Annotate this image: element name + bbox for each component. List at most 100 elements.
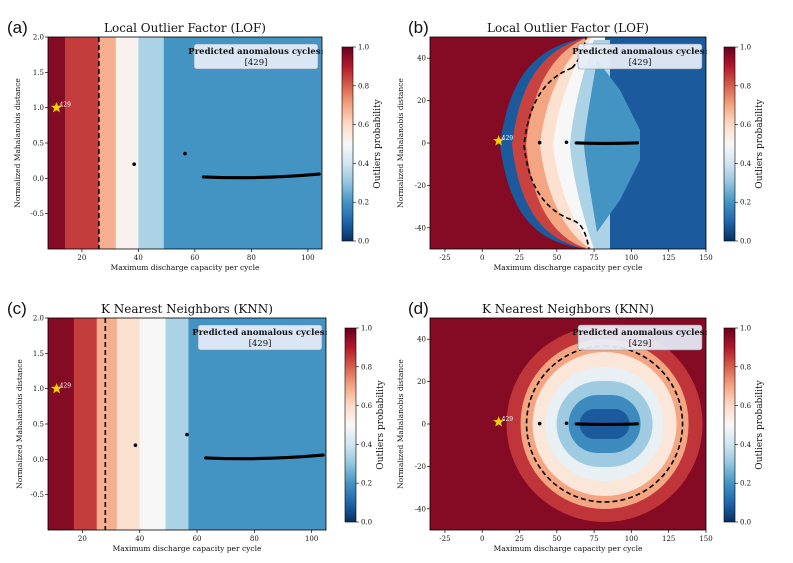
- chart-title: Local Outlier Factor (LOF): [487, 21, 649, 35]
- y-tick-label: -40: [415, 505, 426, 513]
- x-tick-label: 0: [480, 254, 484, 262]
- x-tick-label: 60: [190, 254, 199, 262]
- colorbar-tick-label: 0.0: [740, 238, 751, 246]
- probability-band: [138, 37, 165, 249]
- x-tick-label: 40: [135, 535, 144, 543]
- y-tick-label: 1.0: [33, 104, 44, 112]
- anomaly-star-marker: [492, 415, 505, 427]
- anomaly-point-label: 429: [60, 383, 72, 390]
- chart-title: K Nearest Neighbors (KNN): [482, 302, 654, 316]
- panel-2: 429 -25 0 25 50 75 100 125 150 40 20 0 -20 -40 (b) Loca…: [396, 18, 765, 272]
- probability-band: [165, 318, 189, 530]
- anomaly-point-label: 429: [502, 416, 514, 423]
- probability-band: [73, 318, 98, 530]
- probability-region: [584, 60, 640, 232]
- colorbar-tick-label: 0.6: [358, 121, 370, 129]
- plot-area: [48, 37, 322, 249]
- y-tick-label: 2.0: [33, 34, 44, 42]
- x-tick-label: 100: [625, 535, 638, 543]
- anomaly-point-label: 429: [502, 135, 514, 142]
- x-axis-label: Maximum discharge capacity per cycle: [494, 544, 643, 553]
- colorbar-tick-label: 0.4: [361, 441, 373, 449]
- panel-label: (a): [7, 18, 28, 37]
- x-tick-label: 20: [77, 254, 86, 262]
- data-point: [537, 421, 542, 426]
- x-tick-label: 0: [480, 535, 484, 543]
- annotation-box: [197, 324, 323, 351]
- probability-band: [98, 37, 117, 249]
- annotation-box: [577, 43, 703, 70]
- colorbar-tick-label: 0.0: [740, 519, 751, 527]
- anomaly-point-label: 429: [59, 102, 71, 109]
- colorbar-tick-label: 1.0: [740, 44, 751, 52]
- annotation-title: Predicted anomalous cycles:: [572, 328, 707, 338]
- colorbar-label: Outliers probability: [755, 98, 765, 188]
- y-tick-label: 40: [417, 55, 426, 63]
- probability-band: [64, 37, 100, 249]
- colorbar-label: Outliers probability: [755, 379, 765, 469]
- chart-title: Local Outlier Factor (LOF): [104, 21, 266, 35]
- annotation-value: [429]: [629, 339, 652, 349]
- x-tick-label: 25: [515, 254, 524, 262]
- y-tick-label: 1.0: [33, 385, 44, 393]
- colorbar-tick-label: 0.4: [358, 160, 370, 168]
- y-tick-label: -20: [415, 182, 426, 190]
- y-tick-label: 1.5: [33, 69, 44, 77]
- colorbar-tick-label: 0.2: [361, 480, 372, 488]
- cycle-trajectory: [574, 141, 639, 146]
- data-point: [564, 140, 569, 145]
- colorbar: [344, 327, 357, 523]
- panel-4: 429 -25 0 25 50 75 100 125 150 40 20 0 -20 -40 (d) K Ne…: [396, 299, 765, 553]
- annotation-title: Predicted anomalous cycles:: [188, 47, 323, 57]
- colorbar-tick-label: 0.8: [740, 82, 751, 90]
- x-axis-label: Maximum discharge capacity per cycle: [113, 544, 262, 553]
- x-tick-label: 100: [625, 254, 638, 262]
- annotation-title: Predicted anomalous cycles:: [572, 47, 707, 57]
- cycle-trajectory: [204, 453, 325, 461]
- y-tick-label: 0.0: [33, 456, 44, 464]
- probability-band: [163, 37, 322, 249]
- probability-band: [188, 318, 326, 530]
- annotation-value: [429]: [249, 339, 272, 349]
- data-point: [132, 162, 136, 166]
- anomaly-star-marker: [50, 101, 63, 113]
- x-tick-label: 125: [662, 254, 675, 262]
- x-tick-label: 150: [699, 254, 712, 262]
- colorbar-tick-label: 1.0: [740, 325, 751, 333]
- x-tick-label: 150: [699, 535, 712, 543]
- x-tick-label: 75: [590, 254, 599, 262]
- colorbar-tick-label: 0.8: [361, 363, 372, 371]
- colorbar-tick-label: 0.0: [358, 238, 369, 246]
- cycle-trajectory: [201, 172, 321, 180]
- colorbar-tick-label: 0.2: [740, 199, 751, 207]
- x-tick-label: 50: [552, 535, 561, 543]
- colorbar-tick-label: 0.0: [361, 519, 372, 527]
- colorbar: [723, 327, 736, 523]
- x-tick-label: -25: [439, 254, 450, 262]
- probability-band: [115, 37, 139, 249]
- colorbar-tick-label: 0.2: [358, 199, 369, 207]
- y-axis-label: Normalized Mahalanobis distance: [396, 78, 405, 208]
- annotation-value: [429]: [629, 58, 652, 68]
- probability-band: [96, 318, 118, 530]
- probability-region: [430, 37, 588, 249]
- plot-area: [430, 318, 706, 530]
- colorbar-tick-label: 0.8: [358, 82, 369, 90]
- x-axis-label: Maximum discharge capacity per cycle: [111, 263, 260, 272]
- y-tick-label: 1.5: [33, 350, 44, 358]
- x-tick-label: 125: [662, 535, 675, 543]
- y-tick-label: 20: [417, 97, 426, 105]
- y-tick-label: 2.0: [33, 315, 44, 323]
- data-point: [537, 140, 542, 145]
- x-tick-label: 25: [515, 535, 524, 543]
- x-tick-label: 50: [552, 254, 561, 262]
- colorbar: [341, 46, 354, 242]
- annotation-box: [193, 43, 319, 70]
- cycle-trajectory: [574, 422, 639, 427]
- data-point: [133, 443, 138, 448]
- panel-3: 429 20 40 60 80 100 2.0 1.5 1.0 0.5 0.0 -0.5 (c) K Ne…: [7, 299, 386, 553]
- annotation-value: [429]: [245, 58, 268, 68]
- colorbar-tick-label: 0.8: [740, 363, 751, 371]
- colorbar-tick-label: 1.0: [361, 325, 372, 333]
